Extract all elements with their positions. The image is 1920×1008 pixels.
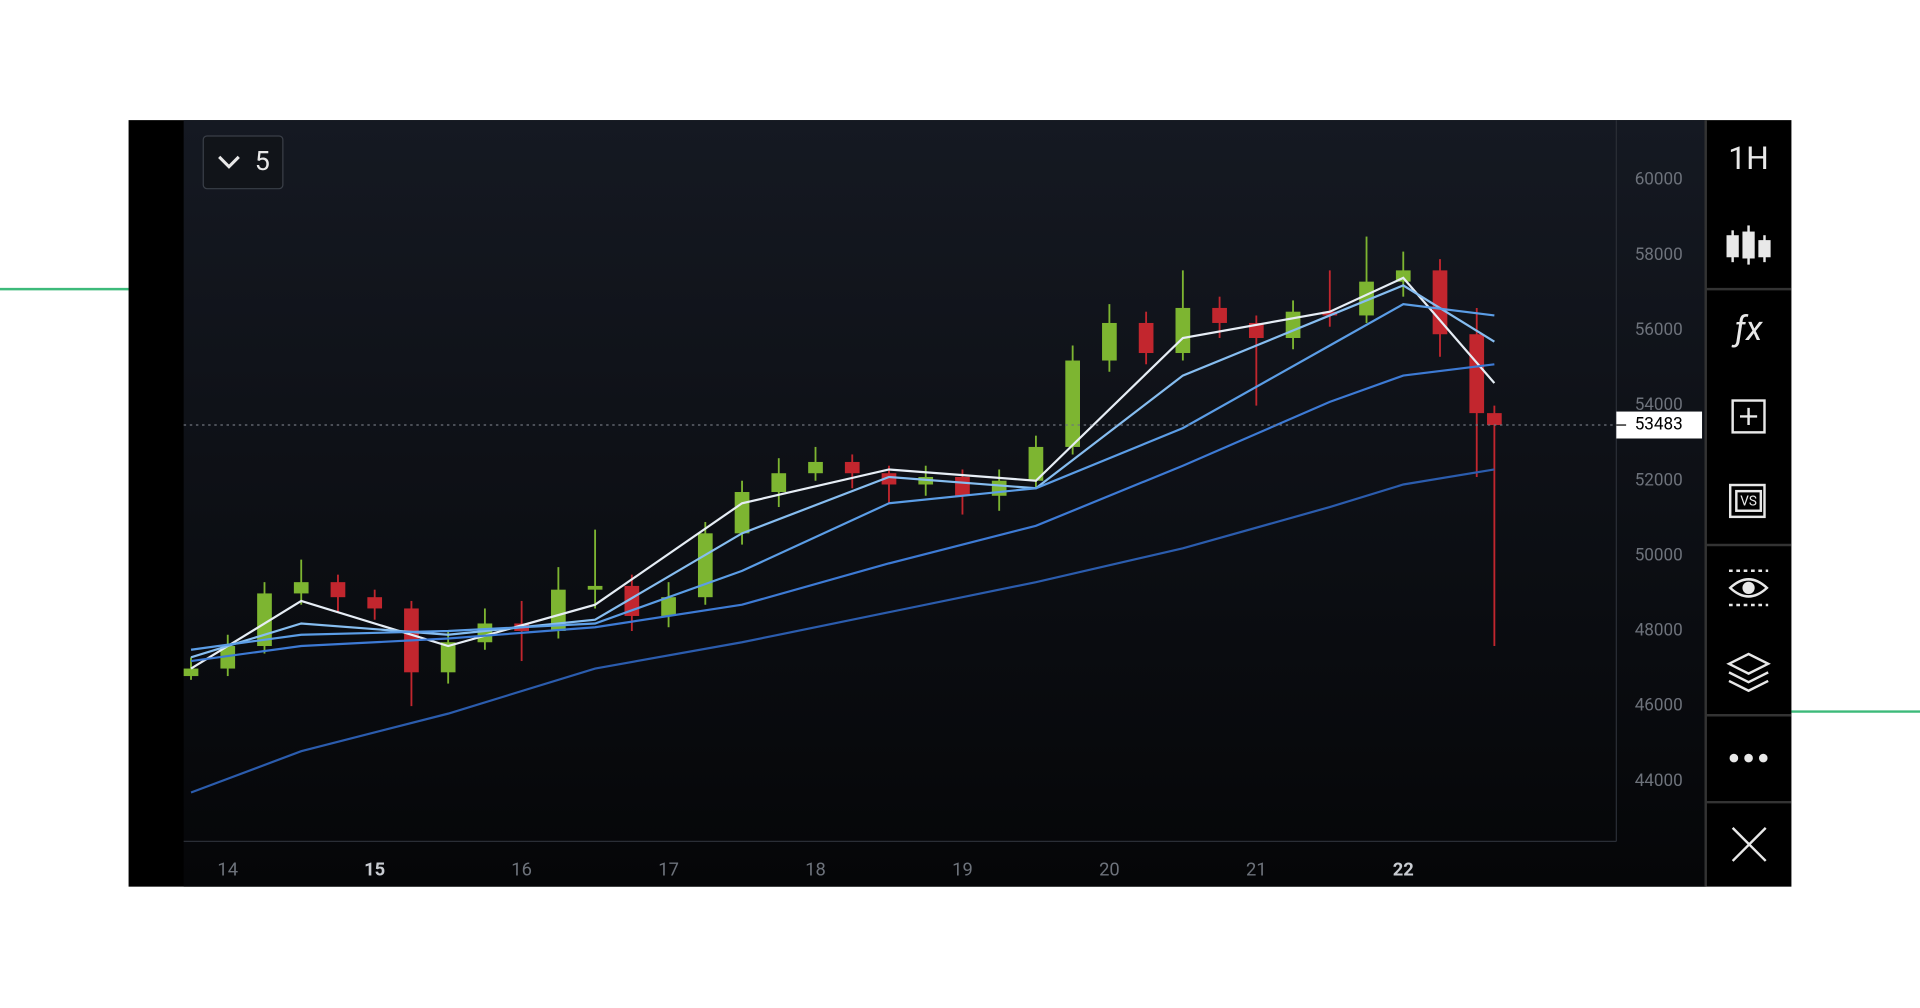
y-tick-label: 44000 (1635, 771, 1683, 791)
y-tick-label: 52000 (1635, 470, 1683, 490)
x-tick-label: 18 (805, 860, 826, 881)
candle-body (1212, 307, 1227, 323)
y-tick-label: 60000 (1635, 170, 1683, 190)
interval-button[interactable]: 1H (1728, 139, 1769, 177)
candle-body (955, 476, 970, 496)
last-price-label: 53483 (1635, 415, 1683, 435)
x-tick-label: 21 (1246, 860, 1267, 881)
close-button[interactable] (1731, 827, 1767, 862)
candle-body (697, 533, 713, 598)
candle-body (1138, 322, 1154, 354)
candle-body (330, 582, 346, 598)
y-tick-label: 50000 (1635, 545, 1683, 565)
x-tick-label: 20 (1099, 860, 1120, 881)
svg-text:VS: VS (1740, 495, 1757, 510)
candle-body (477, 623, 493, 643)
candle-body (1359, 281, 1374, 316)
candle-body (551, 589, 566, 631)
candle-body (1395, 270, 1411, 282)
indicator-button[interactable]: 5 (202, 135, 284, 190)
add-drawing-button[interactable] (1731, 399, 1766, 434)
x-tick-label: 15 (364, 860, 385, 881)
y-tick-label: 56000 (1635, 320, 1683, 340)
candle-body (844, 461, 860, 474)
y-tick-label: 58000 (1635, 245, 1683, 265)
y-tick-label: 48000 (1635, 621, 1683, 641)
moving-average-line (190, 468, 1495, 794)
candle-body (734, 492, 750, 534)
x-tick-label: 17 (658, 860, 679, 881)
candle-body (1487, 413, 1502, 426)
candle-body (1469, 334, 1485, 414)
candle-type-button[interactable] (1726, 225, 1771, 265)
plot-bg (183, 120, 1706, 887)
moving-average-line (190, 284, 1495, 659)
plot: 44000 46000 48000 50000 52000 54000 56000 58000… (183, 170, 1683, 881)
candle-body (1322, 311, 1338, 316)
moving-average-line (190, 303, 1495, 651)
candle-body (587, 585, 603, 590)
y-tick-label: 54000 (1635, 395, 1683, 415)
candle-body (220, 646, 236, 669)
candle-body (1432, 270, 1448, 335)
candle-body (440, 642, 456, 673)
candle-body (771, 473, 787, 493)
button-frame[interactable] (202, 135, 284, 190)
candle-body (367, 597, 383, 609)
x-tick-label: 19 (952, 860, 973, 881)
x-tick-label: 14 (217, 860, 238, 881)
indicator-count: 5 (255, 145, 270, 177)
indicators-button[interactable]: ƒx (1731, 309, 1763, 349)
candle-body (1065, 360, 1080, 447)
toolbar: 1H ƒx VS (1704, 120, 1792, 887)
x-tick-label: 22 (1393, 860, 1414, 881)
candle-body (1285, 311, 1301, 338)
candle-body (1175, 307, 1191, 354)
candle-body (808, 461, 823, 474)
candle-body (1248, 322, 1264, 338)
more-button[interactable] (1729, 753, 1768, 763)
candle-body (661, 597, 676, 616)
moving-average-line (190, 363, 1495, 663)
layers-button[interactable] (1726, 652, 1771, 693)
candle-body (183, 668, 199, 677)
last-price-box (1616, 411, 1703, 439)
x-tick-label: 16 (511, 860, 532, 881)
y-tick-label: 46000 (1635, 696, 1683, 716)
chevron-icon (218, 155, 240, 169)
compare-button[interactable]: VS (1728, 483, 1766, 519)
candle-body (293, 582, 309, 594)
visibility-button[interactable] (1728, 569, 1769, 607)
candle-body (1102, 322, 1117, 361)
candle-body (1028, 446, 1044, 481)
candle-body (881, 473, 897, 485)
